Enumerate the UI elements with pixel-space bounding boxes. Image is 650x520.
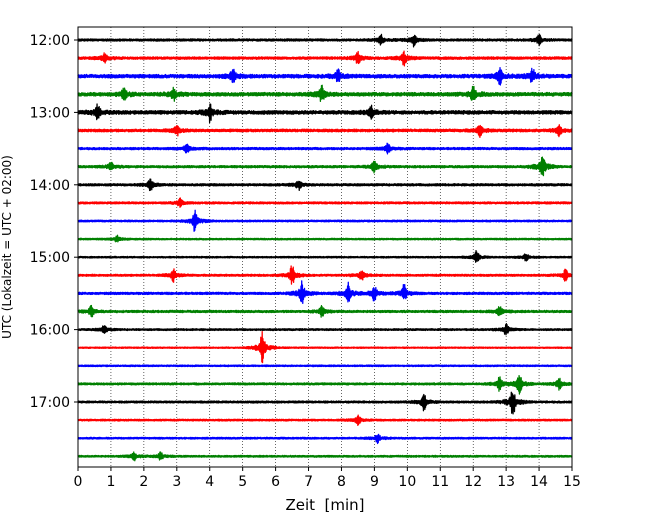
seismogram-trace-1400 — [77, 178, 573, 192]
x-tick-label-0: 0 — [74, 474, 83, 490]
seismogram-trace-1515 — [77, 265, 573, 285]
seismogram-trace-1500 — [77, 250, 573, 263]
y-axis-label: UTC (Lokalzeit = UTC + 02:00) — [0, 155, 14, 339]
seismogram-trace-1345 — [77, 156, 573, 177]
x-tick-layer: 0 1 2 3 4 5 6 7 8 9 10 11 12 13 14 15 — [74, 467, 581, 490]
y-tick-layer: 12:00 13:00 14:00 15:00 16:00 17:00 — [30, 33, 78, 411]
seismogram-trace-1715 — [77, 414, 573, 426]
x-tick-label-5: 5 — [238, 474, 247, 490]
x-tick-label-1: 1 — [106, 474, 115, 490]
y-tick-label-1200: 12:00 — [30, 33, 70, 49]
x-tick-label-10: 10 — [398, 474, 416, 490]
y-tick-label-1500: 15:00 — [30, 250, 70, 266]
seismogram-trace-1700 — [77, 391, 573, 415]
seismogram-trace-1245 — [77, 84, 573, 102]
seismogram-trace-1615 — [77, 330, 573, 364]
x-axis-label: Zeit [min] — [285, 496, 364, 514]
y-tick-label-1300: 13:00 — [30, 105, 70, 121]
x-tick-label-8: 8 — [337, 474, 346, 490]
x-tick-label-3: 3 — [172, 474, 181, 490]
seismogram-trace-1530 — [77, 280, 573, 305]
seismogram-trace-1745 — [77, 451, 573, 462]
plot-frame — [77, 26, 573, 468]
trace-layer — [77, 33, 573, 462]
seismogram-trace-1330 — [77, 142, 573, 155]
x-tick-label-13: 13 — [497, 474, 515, 490]
seismogram-trace-1415 — [77, 197, 573, 208]
y-tick-label-1600: 16:00 — [30, 323, 70, 339]
x-tick-label-12: 12 — [464, 474, 482, 490]
x-tick-label-4: 4 — [205, 474, 214, 490]
seismogram-trace-1230 — [77, 67, 573, 86]
y-tick-label-1700: 17:00 — [30, 395, 70, 411]
seismogram-trace-1730 — [77, 433, 573, 445]
x-tick-label-11: 11 — [431, 474, 449, 490]
y-tick-label-1400: 14:00 — [30, 178, 70, 194]
seismogram-trace-1630 — [77, 364, 573, 368]
seismogram-trace-1215 — [77, 50, 573, 67]
seismogram-trace-1645 — [77, 374, 573, 395]
x-tick-label-15: 15 — [563, 474, 581, 490]
seismogram-trace-1315 — [77, 124, 573, 139]
seismogram-trace-1545 — [77, 304, 573, 318]
x-tick-label-9: 9 — [370, 474, 379, 490]
x-tick-label-6: 6 — [271, 474, 280, 490]
seismogram-trace-1600 — [77, 322, 573, 336]
seismogram-trace-1430 — [77, 209, 573, 232]
x-tick-label-7: 7 — [304, 474, 313, 490]
seismogram-trace-1300 — [77, 103, 573, 124]
x-tick-label-2: 2 — [139, 474, 148, 490]
x-tick-label-14: 14 — [530, 474, 548, 490]
seismogram-trace-1445 — [77, 234, 573, 243]
seismogram-trace-1200 — [77, 33, 573, 48]
